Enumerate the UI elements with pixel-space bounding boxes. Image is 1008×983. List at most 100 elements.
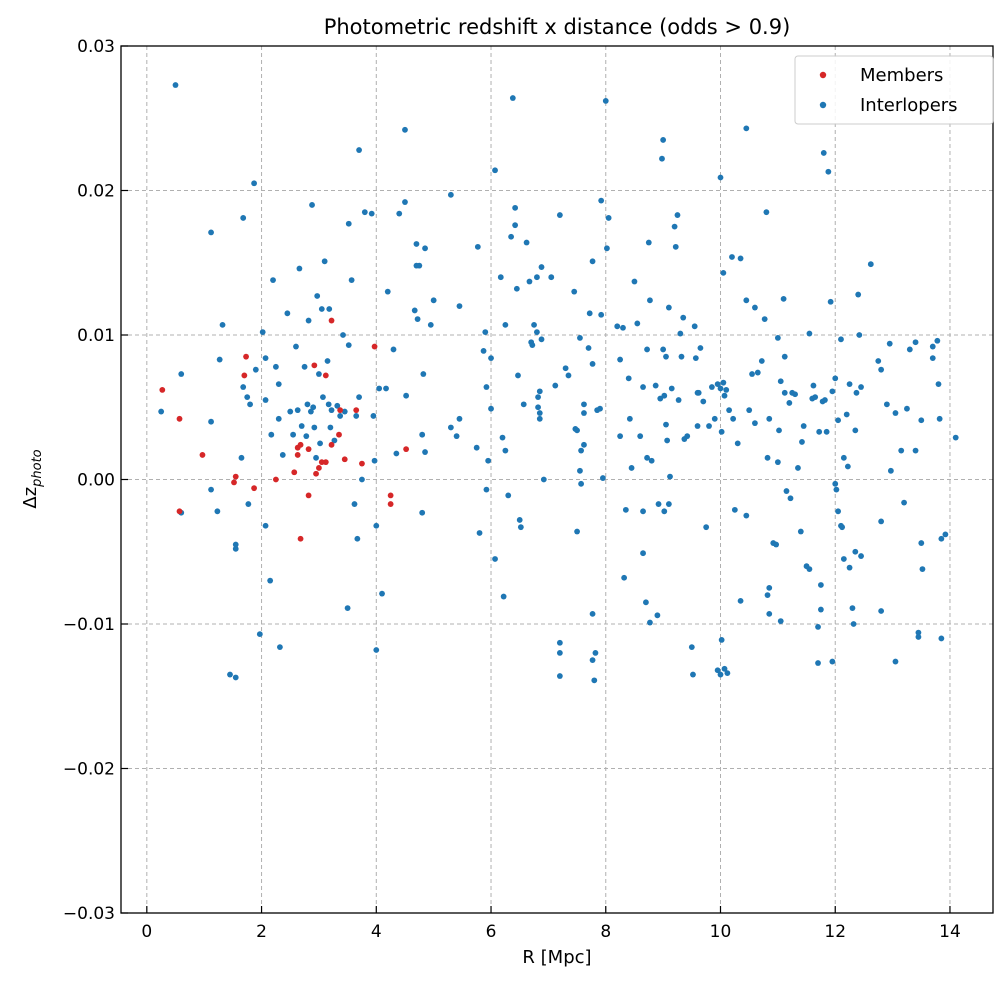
point-interlopers — [743, 125, 750, 132]
y-tick-label: −0.03 — [63, 904, 115, 924]
point-interlopers — [846, 564, 853, 571]
point-interlopers — [622, 506, 629, 513]
point-interlopers — [473, 444, 480, 451]
point-interlopers — [538, 336, 545, 343]
point-interlopers — [244, 394, 251, 401]
point-interlopers — [376, 385, 383, 392]
point-interlopers — [447, 424, 454, 431]
point-interlopers — [208, 486, 214, 493]
point-interlopers — [706, 423, 712, 429]
point-interlopers — [935, 381, 942, 388]
point-interlopers — [858, 553, 864, 559]
point-interlopers — [766, 584, 773, 591]
point-interlopers — [356, 394, 362, 401]
chart-title: Photometric redshift x distance (odds > … — [324, 15, 791, 39]
point-interlopers — [915, 634, 922, 640]
point-interlopers — [675, 397, 682, 403]
point-interlopers — [644, 346, 650, 353]
point-interlopers — [832, 375, 839, 382]
point-interlopers — [787, 495, 794, 502]
point-interlopers — [886, 340, 893, 347]
point-interlopers — [663, 421, 669, 428]
point-interlopers — [314, 293, 321, 299]
point-members — [371, 343, 378, 350]
point-interlopers — [761, 316, 768, 323]
point-interlopers — [815, 660, 821, 666]
point-interlopers — [275, 415, 282, 422]
point-interlopers — [172, 82, 179, 88]
point-interlopers — [853, 389, 860, 396]
point-interlopers — [718, 636, 725, 643]
point-interlopers — [577, 334, 583, 341]
point-interlopers — [652, 382, 659, 389]
point-interlopers — [815, 623, 821, 630]
point-interlopers — [843, 411, 850, 418]
point-interlopers — [534, 329, 540, 336]
point-interlopers — [344, 605, 351, 612]
point-interlopers — [597, 405, 603, 412]
point-interlopers — [892, 658, 899, 665]
point-interlopers — [717, 671, 724, 678]
point-interlopers — [810, 382, 817, 389]
point-interlopers — [536, 388, 543, 395]
point-interlopers — [942, 531, 949, 538]
point-interlopers — [887, 467, 894, 474]
point-interlopers — [294, 407, 301, 414]
point-interlopers — [655, 501, 662, 507]
point-members — [318, 459, 325, 466]
point-interlopers — [488, 405, 494, 412]
point-interlopers — [644, 454, 650, 461]
point-interlopers — [620, 324, 626, 331]
point-interlopers — [659, 155, 665, 162]
point-interlopers — [697, 345, 704, 351]
point-interlopers — [413, 241, 420, 247]
point-interlopers — [523, 239, 530, 246]
point-interlopers — [327, 424, 334, 431]
y-axis-label-subscript: photo — [30, 449, 45, 488]
point-interlopers — [311, 424, 318, 431]
point-interlopers — [589, 361, 596, 367]
point-interlopers — [512, 204, 519, 211]
point-interlopers — [325, 401, 332, 408]
point-interlopers — [660, 346, 667, 353]
point-interlopers — [303, 433, 310, 440]
point-interlopers — [737, 597, 744, 604]
point-interlopers — [556, 673, 563, 679]
point-interlopers — [647, 619, 653, 626]
point-interlopers — [605, 215, 612, 221]
point-interlopers — [267, 577, 274, 584]
point-interlopers — [781, 353, 788, 360]
y-tick-label: 0.02 — [77, 182, 115, 202]
point-interlopers — [858, 384, 864, 390]
point-interlopers — [589, 258, 596, 265]
point-interlopers — [272, 363, 279, 370]
point-interlopers — [483, 486, 490, 493]
point-interlopers — [232, 545, 239, 552]
point-interlopers — [667, 473, 673, 480]
point-interlopers — [892, 410, 899, 416]
point-interlopers — [780, 295, 787, 302]
point-interlopers — [795, 465, 801, 471]
x-tick-label: 4 — [371, 922, 382, 942]
point-interlopers — [721, 665, 728, 672]
point-interlopers — [485, 457, 492, 464]
point-interlopers — [901, 499, 907, 506]
point-interlopers — [316, 371, 322, 377]
point-interlopers — [764, 454, 771, 461]
point-interlopers — [734, 440, 741, 447]
point-interlopers — [535, 404, 541, 411]
point-interlopers — [838, 336, 844, 343]
point-interlopers — [799, 439, 805, 445]
point-interlopers — [743, 297, 750, 304]
point-interlopers — [665, 304, 672, 311]
point-interlopers — [645, 239, 652, 246]
point-interlopers — [371, 457, 378, 464]
point-interlopers — [786, 400, 793, 406]
point-interlopers — [251, 180, 257, 187]
point-interlopers — [852, 427, 859, 434]
point-interlopers — [402, 199, 408, 205]
point-interlopers — [340, 332, 346, 338]
point-interlopers — [232, 541, 239, 548]
point-interlopers — [581, 401, 587, 408]
